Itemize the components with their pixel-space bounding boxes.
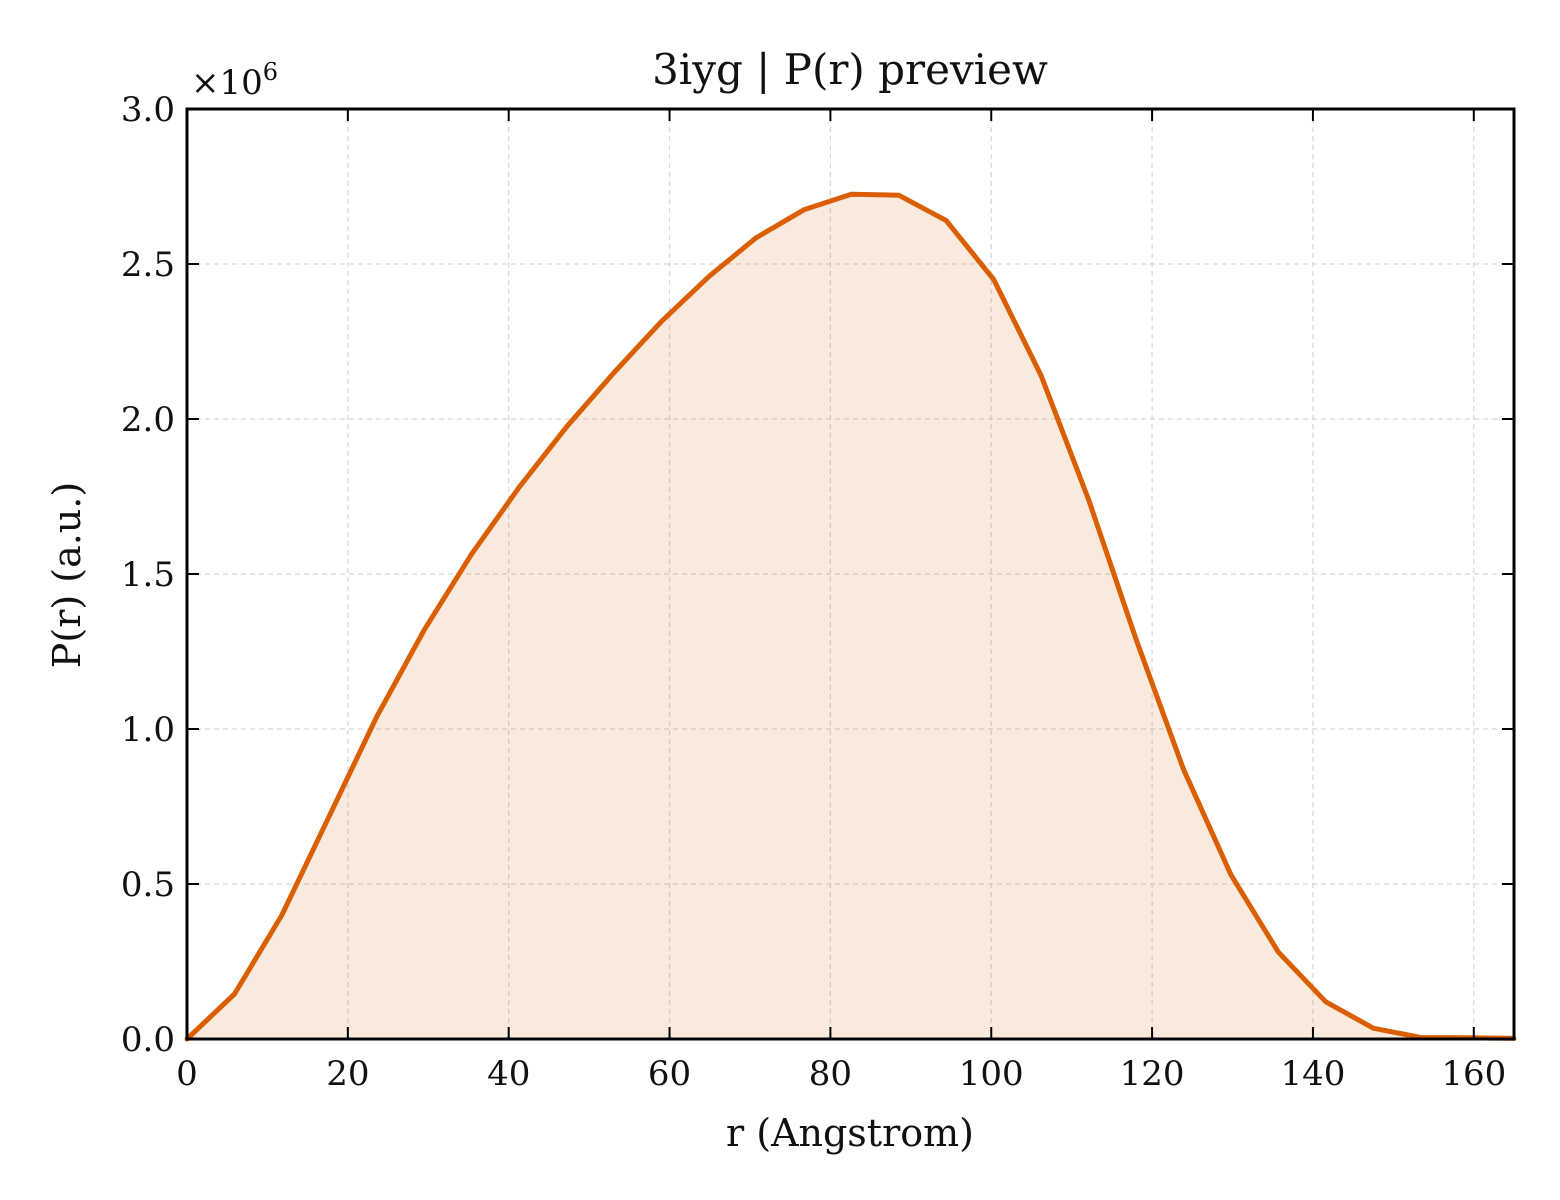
data-point xyxy=(564,424,569,429)
data-point xyxy=(469,551,474,556)
data-point xyxy=(422,627,427,632)
data-point xyxy=(1228,872,1233,877)
chart-title: 3iyg | P(r) preview xyxy=(652,45,1048,94)
data-point xyxy=(754,235,759,240)
x-axis-label: r (Angstrom) xyxy=(726,1111,974,1155)
y-tick-label: 2.0 xyxy=(121,400,175,440)
data-point xyxy=(232,992,237,997)
x-tick-label: 40 xyxy=(487,1054,530,1094)
y-tick-label: 0.5 xyxy=(121,865,175,905)
data-point xyxy=(374,714,379,719)
data-point xyxy=(801,207,806,212)
data-point xyxy=(1039,373,1044,378)
x-tick-label: 160 xyxy=(1441,1054,1506,1094)
x-tick-label: 0 xyxy=(176,1054,198,1094)
data-point xyxy=(896,193,901,198)
data-point xyxy=(849,192,854,197)
y-tick-label: 3.0 xyxy=(121,90,175,130)
y-multiplier-exponent: 6 xyxy=(263,58,278,86)
data-point xyxy=(991,277,996,282)
data-point xyxy=(1276,950,1281,955)
series-area-fill xyxy=(187,194,1514,1040)
data-point xyxy=(1086,497,1091,502)
axis-ticks: 0 20 40 60 80 100 120 140 160 0.0 0.5 1.0 1.5 2.0 2.5 3… xyxy=(121,90,1514,1094)
x-tick-label: 100 xyxy=(959,1054,1024,1094)
series-line xyxy=(184,191,1517,1042)
data-point xyxy=(944,218,949,223)
x-tick-label: 20 xyxy=(326,1054,369,1094)
y-axis-label: P(r) (a.u.) xyxy=(45,482,89,668)
x-tick-label: 140 xyxy=(1280,1054,1345,1094)
data-point xyxy=(517,485,522,490)
data-point xyxy=(659,319,664,324)
data-point xyxy=(1323,999,1328,1004)
data-point xyxy=(1371,1026,1376,1031)
grid xyxy=(187,109,1514,1039)
x-tick-label: 120 xyxy=(1120,1054,1185,1094)
data-point xyxy=(327,813,332,818)
y-axis-multiplier: ×106 xyxy=(191,58,278,103)
data-point xyxy=(1181,767,1186,772)
x-tick-label: 60 xyxy=(648,1054,691,1094)
y-tick-label: 2.5 xyxy=(121,245,175,285)
data-point xyxy=(612,370,617,375)
y-tick-label: 1.0 xyxy=(121,710,175,750)
y-tick-label: 1.5 xyxy=(121,555,175,595)
data-point xyxy=(707,274,712,279)
y-multiplier-base: ×10 xyxy=(191,63,263,103)
y-tick-label: 0.0 xyxy=(121,1020,175,1060)
x-tick-label: 80 xyxy=(809,1054,852,1094)
data-point xyxy=(279,913,284,918)
data-point xyxy=(1134,637,1139,642)
